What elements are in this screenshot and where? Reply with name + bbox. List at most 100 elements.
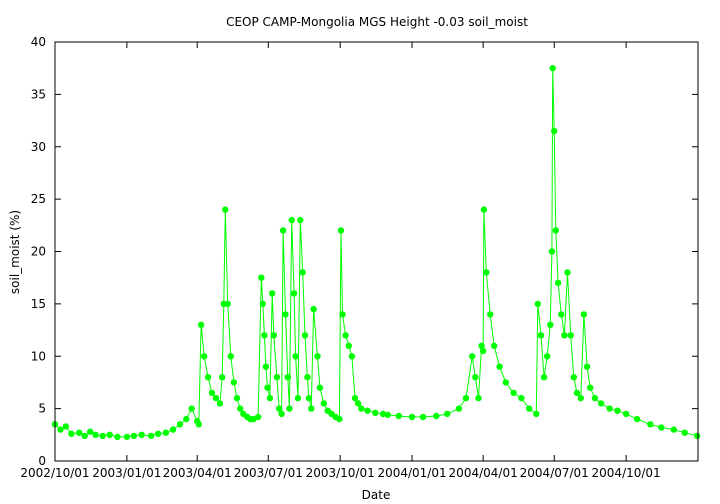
- data-series: [51, 65, 701, 441]
- data-point: [316, 384, 324, 391]
- data-point: [345, 342, 352, 349]
- data-point: [419, 413, 427, 421]
- data-point: [188, 405, 195, 412]
- data-point: [230, 379, 238, 386]
- data-point: [305, 394, 313, 402]
- data-point: [681, 429, 688, 436]
- data-point: [540, 374, 548, 381]
- data-point: [76, 429, 83, 436]
- data-point: [212, 394, 220, 402]
- data-point: [526, 405, 533, 412]
- data-point: [564, 269, 571, 276]
- data-point: [479, 347, 487, 355]
- data-point: [297, 216, 304, 224]
- data-point: [208, 389, 216, 397]
- data-point: [169, 426, 177, 433]
- data-point: [544, 353, 551, 360]
- data-point: [219, 374, 226, 381]
- data-point: [92, 431, 99, 438]
- y-tick-label: 35: [31, 87, 46, 101]
- data-point: [114, 433, 121, 441]
- data-point: [123, 433, 131, 441]
- data-point: [162, 429, 170, 436]
- data-point: [351, 394, 359, 402]
- data-point: [354, 400, 362, 407]
- data-point: [510, 389, 517, 397]
- data-point: [299, 269, 306, 276]
- data-point: [310, 305, 317, 313]
- data-point: [57, 426, 64, 433]
- data-point: [490, 342, 498, 349]
- data-point: [282, 311, 289, 318]
- x-axis: 2002/10/01 2003/01/01 2003/04/01 2003/07/01…: [20, 42, 661, 480]
- data-point: [614, 407, 621, 414]
- data-point: [254, 413, 262, 421]
- data-point: [475, 394, 482, 402]
- data-point: [154, 430, 162, 437]
- data-point: [259, 300, 266, 308]
- y-tick-label: 0: [38, 454, 46, 468]
- data-point: [537, 332, 545, 339]
- data-point: [273, 374, 281, 381]
- data-point: [68, 430, 75, 437]
- data-point: [483, 269, 490, 276]
- data-point: [227, 353, 234, 360]
- x-tick-label: 2003/01/01: [92, 466, 161, 480]
- data-point: [694, 432, 701, 440]
- data-point: [554, 279, 562, 287]
- y-tick-label: 20: [31, 245, 46, 259]
- data-point: [547, 321, 554, 328]
- data-point: [552, 227, 559, 234]
- data-point: [444, 410, 451, 418]
- data-point: [577, 394, 584, 402]
- data-point: [462, 394, 470, 402]
- data-point: [469, 353, 476, 360]
- data-point: [549, 65, 556, 72]
- data-point: [270, 332, 277, 339]
- data-point: [216, 400, 224, 407]
- data-point: [548, 248, 556, 255]
- series-line: [54, 68, 698, 438]
- data-point: [183, 415, 190, 423]
- data-point: [294, 394, 302, 402]
- data-point: [286, 405, 293, 412]
- data-point: [384, 411, 391, 419]
- data-point: [138, 431, 145, 438]
- data-point: [99, 432, 106, 440]
- data-point: [580, 311, 588, 318]
- data-point: [339, 311, 346, 318]
- x-axis-label: Date: [362, 488, 391, 502]
- plot-frame: [54, 41, 699, 462]
- data-point: [276, 405, 283, 412]
- data-point: [201, 353, 208, 360]
- data-point: [583, 363, 591, 370]
- data-point: [290, 290, 298, 297]
- data-point: [570, 374, 577, 381]
- y-tick-label: 25: [31, 192, 46, 206]
- y-tick-label: 40: [31, 35, 46, 49]
- data-point: [622, 410, 630, 418]
- data-point: [551, 127, 558, 135]
- x-tick-label: 2004/04/01: [449, 466, 518, 480]
- data-point: [587, 384, 594, 391]
- data-point: [518, 394, 525, 402]
- data-point: [269, 290, 276, 297]
- data-point: [261, 332, 268, 339]
- data-point: [433, 412, 440, 420]
- data-point: [337, 227, 345, 234]
- y-tick-label: 10: [31, 349, 46, 363]
- data-point: [533, 410, 540, 418]
- data-point: [279, 227, 287, 234]
- data-point: [320, 400, 327, 407]
- data-point: [147, 432, 155, 440]
- x-tick-label: 2003/07/01: [234, 466, 303, 480]
- data-point: [480, 206, 488, 213]
- x-tick-label: 2003/04/01: [163, 466, 232, 480]
- data-point: [176, 421, 184, 428]
- data-point: [372, 409, 379, 416]
- data-point: [106, 431, 113, 438]
- data-point: [591, 394, 599, 402]
- data-point: [658, 424, 665, 431]
- data-point: [288, 216, 295, 224]
